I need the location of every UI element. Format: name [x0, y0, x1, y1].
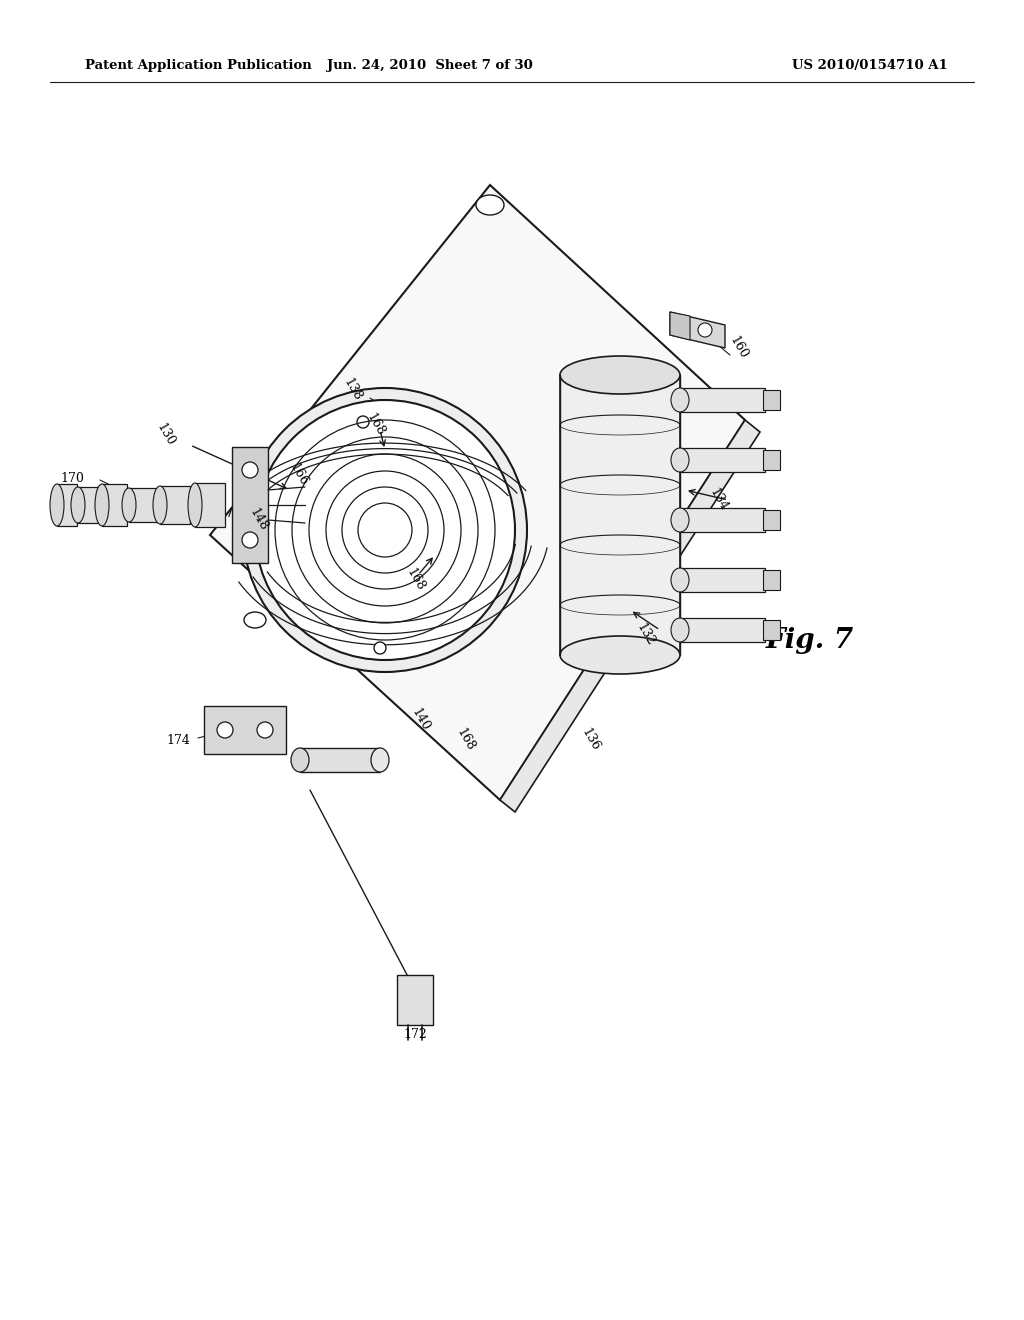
Polygon shape [210, 185, 745, 800]
Ellipse shape [671, 568, 689, 591]
Text: 168: 168 [454, 726, 476, 754]
Text: 168: 168 [403, 566, 427, 594]
Polygon shape [102, 484, 127, 525]
Ellipse shape [95, 484, 109, 525]
Text: 160: 160 [726, 334, 750, 362]
Ellipse shape [671, 388, 689, 412]
Polygon shape [397, 975, 433, 1026]
Polygon shape [670, 312, 725, 348]
Ellipse shape [671, 508, 689, 532]
Ellipse shape [291, 748, 309, 772]
Text: 132: 132 [634, 622, 656, 648]
Ellipse shape [71, 487, 85, 523]
Text: 174: 174 [166, 734, 189, 747]
Ellipse shape [671, 447, 689, 473]
Polygon shape [160, 486, 190, 524]
Text: US 2010/0154710 A1: US 2010/0154710 A1 [793, 58, 948, 71]
Ellipse shape [560, 356, 680, 393]
Polygon shape [763, 570, 780, 590]
Polygon shape [763, 450, 780, 470]
Text: 138: 138 [340, 376, 364, 404]
Ellipse shape [671, 618, 689, 642]
Ellipse shape [122, 488, 136, 521]
Ellipse shape [648, 479, 672, 498]
Text: Jun. 24, 2010  Sheet 7 of 30: Jun. 24, 2010 Sheet 7 of 30 [327, 58, 532, 71]
Circle shape [217, 722, 233, 738]
Polygon shape [78, 487, 100, 523]
Ellipse shape [560, 636, 680, 675]
Circle shape [698, 323, 712, 337]
Text: Patent Application Publication: Patent Application Publication [85, 58, 311, 71]
Polygon shape [500, 420, 760, 812]
Text: 140: 140 [409, 706, 432, 734]
Text: 170: 170 [60, 471, 84, 484]
Polygon shape [680, 618, 765, 642]
Polygon shape [670, 312, 690, 341]
Text: 130: 130 [154, 421, 176, 449]
Text: 172: 172 [403, 1028, 427, 1041]
Polygon shape [560, 375, 680, 655]
Circle shape [374, 642, 386, 653]
Polygon shape [129, 488, 157, 521]
Text: 168: 168 [364, 412, 387, 438]
Polygon shape [195, 483, 225, 527]
Polygon shape [300, 748, 380, 772]
Polygon shape [232, 447, 268, 564]
Polygon shape [763, 510, 780, 531]
Ellipse shape [371, 748, 389, 772]
Ellipse shape [153, 486, 167, 524]
Polygon shape [204, 706, 286, 754]
Ellipse shape [50, 484, 63, 525]
Polygon shape [680, 568, 765, 591]
Polygon shape [680, 508, 765, 532]
Circle shape [255, 400, 515, 660]
Ellipse shape [244, 612, 266, 628]
Circle shape [243, 388, 527, 672]
Polygon shape [680, 447, 765, 473]
Polygon shape [763, 389, 780, 411]
Text: Fig. 7: Fig. 7 [766, 627, 854, 653]
Circle shape [242, 462, 258, 478]
Ellipse shape [188, 483, 202, 527]
Text: 134: 134 [707, 486, 730, 513]
Circle shape [242, 532, 258, 548]
Text: 166: 166 [287, 462, 309, 488]
Text: 148: 148 [247, 507, 269, 533]
Polygon shape [763, 620, 780, 640]
Polygon shape [57, 484, 77, 525]
Circle shape [257, 722, 273, 738]
Polygon shape [680, 388, 765, 412]
Ellipse shape [476, 195, 504, 215]
Circle shape [357, 416, 369, 428]
Text: 136: 136 [579, 726, 602, 754]
